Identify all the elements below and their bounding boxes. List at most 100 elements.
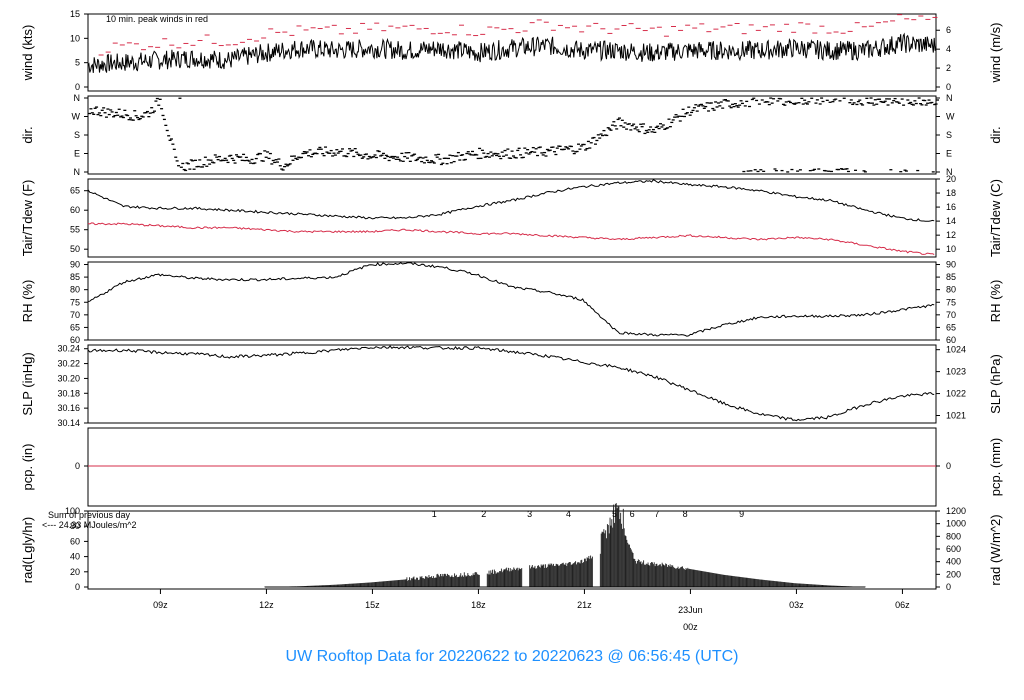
ytick-left-label: 55 [70,225,80,235]
ylabel-right-wind: wind (m/s) [988,23,1003,84]
ytick-left-label: 10 [70,33,80,43]
xtick-label-09z: 09z [153,600,168,610]
rad-marker-8: 8 [683,509,688,519]
ytick-right-label: 0 [946,82,951,92]
ytick-left-label: 0 [75,461,80,471]
ytick-left-label: 65 [70,186,80,196]
ytick-left-label: N [74,93,81,103]
ytick-left-label: 60 [70,205,80,215]
ylabel-right-slp: SLP (hPa) [988,354,1003,414]
rad-annotation-1: Sum of previous day [48,510,131,520]
ytick-right-label: 20 [946,174,956,184]
ytick-right-label: 80 [946,285,956,295]
date-label: 23Jun [678,605,703,615]
ytick-right-label: 90 [946,260,956,270]
xtick-label-15z: 15z [365,600,380,610]
ytick-right-label: 12 [946,230,956,240]
ytick-right-label: 18 [946,188,956,198]
wind-annotation: 10 min. peak winds in red [106,14,208,24]
rad-marker-9: 9 [739,509,744,519]
panel-frame-temp [87,178,937,258]
ytick-right-label: 65 [946,322,956,332]
ytick-right-label: 400 [946,557,961,567]
xtick-label-12z: 12z [259,600,274,610]
ytick-right-label: 16 [946,202,956,212]
ytick-right-label: 60 [946,335,956,345]
ytick-left-label: E [74,149,80,159]
ytick-right-label: 0 [946,582,951,592]
ytick-right-label: 10 [946,244,956,254]
ytick-left-label: N [74,167,81,177]
panel-frame-wind [87,13,937,92]
ylabel-left-rad: rad(Lgly/hr) [20,517,35,583]
footer-title: UW Rooftop Data for 20220622 to 20220623… [0,648,1024,666]
ytick-left-label: W [72,112,81,122]
ytick-left-label: 40 [70,552,80,562]
ytick-right-label: 1022 [946,389,966,399]
ytick-right-label: N [946,167,953,177]
ylabel-right-dir: dir. [988,126,1003,143]
ytick-left-label: 0 [75,82,80,92]
ytick-left-label: 100 [65,506,80,516]
rad-marker-7: 7 [654,509,659,519]
ytick-right-label: N [946,93,953,103]
ytick-left-label: 70 [70,310,80,320]
ylabel-left-rh: RH (%) [20,280,35,323]
rad-marker-1: 1 [432,509,437,519]
ytick-right-label: 14 [946,216,956,226]
ytick-left-label: 85 [70,272,80,282]
ytick-left-label: 30.14 [57,418,80,428]
ylabel-right-temp: Tair/Tdew (C) [988,179,1003,257]
xtick-label-03z: 03z [789,600,804,610]
ytick-right-label: 70 [946,310,956,320]
ytick-left-label: 60 [70,335,80,345]
ytick-right-label: 75 [946,297,956,307]
ytick-left-label: 30.22 [57,359,80,369]
rad-marker-2: 2 [481,509,486,519]
ylabel-left-slp: SLP (inHg) [20,352,35,415]
ytick-left-label: 80 [70,285,80,295]
ytick-left-label: 65 [70,322,80,332]
ylabel-left-dir: dir. [20,126,35,143]
panel-frame-pcp [87,427,937,507]
ylabel-left-temp: Tair/Tdew (F) [20,180,35,257]
ytick-left-label: 5 [75,58,80,68]
ytick-right-label: 6 [946,25,951,35]
ytick-right-label: 2 [946,63,951,73]
xtick-label-21z: 21z [577,600,592,610]
ytick-right-label: 0 [946,461,951,471]
wind-series-line [87,32,937,73]
xtick-label-06z: 06z [895,600,910,610]
ytick-right-label: S [946,130,952,140]
rad-marker-3: 3 [527,509,532,519]
ytick-left-label: 15 [70,9,80,19]
xtick-label-18z: 18z [471,600,486,610]
ytick-right-label: W [946,112,955,122]
ytick-left-label: 50 [70,244,80,254]
ytick-left-label: 75 [70,297,80,307]
ytick-left-label: 60 [70,536,80,546]
ytick-left-label: 0 [75,582,80,592]
ytick-right-label: 200 [946,569,961,579]
ytick-left-label: 80 [70,521,80,531]
ytick-left-label: 90 [70,260,80,270]
ylabel-left-pcp: pcp. (in) [20,444,35,491]
ylabel-left-wind: wind (kts) [20,25,35,82]
rad-marker-5: 5 [612,509,617,519]
ytick-right-label: 85 [946,272,956,282]
ytick-left-label: 30.24 [57,344,80,354]
rad-annotation-2: <--- 24.33 MJoules/m^2 [42,520,137,530]
ytick-left-label: 20 [70,567,80,577]
date-sublabel: 00z [683,622,698,632]
ylabel-right-rad: rad (W/m^2) [988,514,1003,585]
panel-frame-slp [87,344,937,424]
ytick-right-label: 800 [946,531,961,541]
ytick-right-label: 1200 [946,506,966,516]
footer-title-text: UW Rooftop Data for 20220622 to 20220623… [285,648,739,665]
rad-marker-6: 6 [630,509,635,519]
rh-line [87,262,935,337]
ytick-right-label: 1024 [946,345,966,355]
ytick-right-label: 1000 [946,519,966,529]
ytick-right-label: 1021 [946,410,966,420]
